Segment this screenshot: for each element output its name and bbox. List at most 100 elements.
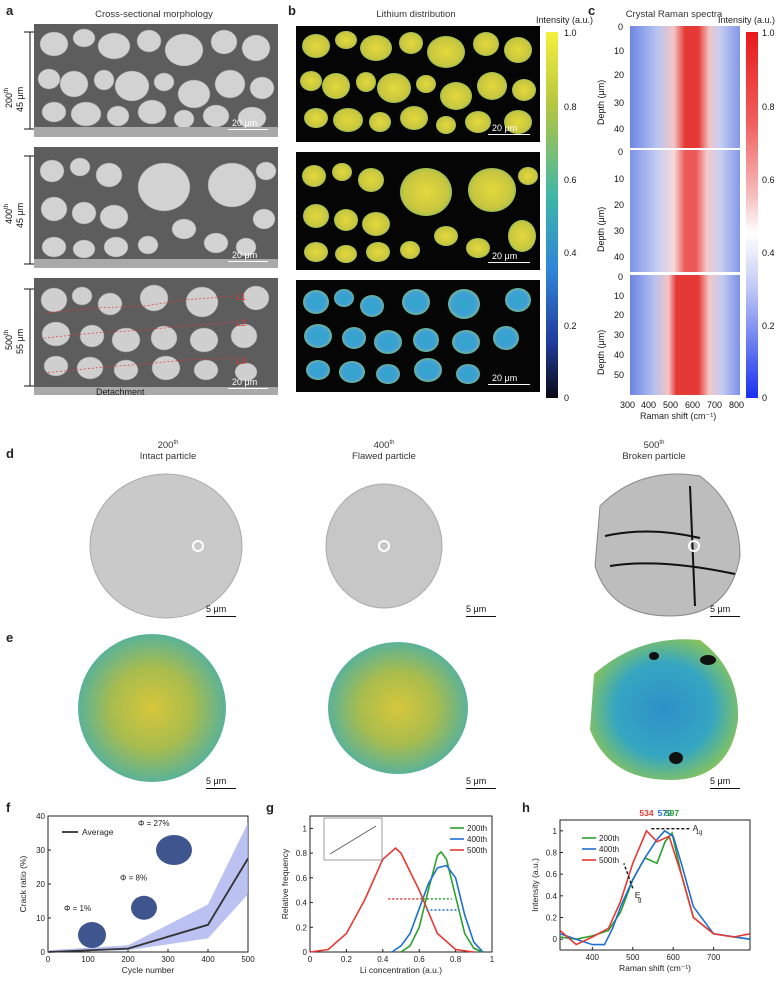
scale-bar (466, 788, 496, 789)
cycle-number: 400 (373, 440, 390, 452)
particle-title-400: 400th Flawed particle (324, 440, 444, 462)
raman-ytick: 10 (614, 174, 625, 184)
inset-line (329, 825, 377, 855)
y-tick-label: 0 (303, 948, 308, 957)
peak-label-579: 579 (658, 808, 672, 818)
panel-b-title: Lithium distribution (376, 9, 456, 20)
sem-particles-500 (34, 278, 278, 395)
colorbar-b-tick: 0.4 (564, 248, 577, 258)
x-tick-label: 0.6 (414, 955, 426, 964)
y-axis-label: Relative frequency (280, 848, 290, 919)
x-tick-label: 0 (308, 955, 313, 964)
raman-xtick: 400 (641, 400, 657, 410)
li-map-200: 20 μm (296, 26, 540, 142)
raman-ytick: 0 (618, 22, 624, 32)
scale-label: 5 μm (710, 604, 731, 614)
scale-bar (206, 788, 236, 789)
chart-crack-ratio: 0 100 200 300 400 500 0 10 20 30 40 Cycle number Cra… (18, 812, 255, 975)
x-tick-label: 0.8 (450, 955, 462, 964)
cycle-200: 200 (4, 92, 14, 108)
particle-title-200: 200th Intact particle (108, 440, 228, 462)
raman-ytick: 20 (614, 70, 625, 80)
raman-ytick: 10 (614, 291, 625, 301)
scale-label: 20 μm (492, 251, 518, 261)
x-axis-label: Cycle number (122, 965, 175, 975)
legend-label-400th: 400th (599, 845, 619, 854)
chart-raman-spectra: 400 500 600 700 0 0.2 0.4 0.6 0.8 1 Raman shift (c… (530, 808, 751, 973)
y-tick-label: 0.6 (546, 870, 558, 879)
colorbar-c-tick: 0.4 (762, 248, 775, 258)
raman-xtick: 600 (685, 400, 701, 410)
colorbar-c-tick: 0.6 (762, 175, 775, 185)
raman-xlabel: Raman shift (cm⁻¹) (640, 411, 717, 421)
legend-label-200th: 200th (599, 834, 619, 843)
raman-ytick: 30 (614, 98, 625, 108)
x-tick-label: 500 (241, 955, 255, 964)
legend-label-500th: 500th (599, 856, 619, 865)
scale-bar (488, 134, 530, 135)
y-tick-label: 0.2 (296, 923, 308, 932)
colorbar-c-title: Intensity (a.u.) (718, 15, 776, 25)
raman-ytick: 20 (614, 310, 625, 320)
annotation-a1g-sub: 1g (696, 830, 703, 836)
colorbar-b-tick: 0.6 (564, 175, 577, 185)
cycle-sup: th (173, 440, 179, 446)
li-map-500: 20 μm (296, 280, 540, 392)
panel-c-label: c (588, 3, 596, 18)
peak-label-597: 597 (665, 808, 679, 818)
series-400th (391, 864, 484, 953)
cycle-400: 400 (4, 208, 14, 224)
scale-bar (466, 616, 496, 617)
raman-map-200 (630, 26, 740, 148)
panel-d-particles (89, 473, 741, 619)
y-tick-label: 0.6 (296, 874, 308, 883)
particle-name: Broken particle (622, 451, 686, 463)
thumbnail-particle-500 (156, 835, 192, 865)
raman-ytick: 30 (614, 226, 625, 236)
chart-li-concentration: 0 0.2 0.4 0.6 0.8 1 0 0.2 0.4 0.6 0.8 1 Li concentra… (280, 815, 495, 975)
row-label-400: 400th (4, 204, 14, 224)
panel-e-label: e (6, 630, 14, 645)
x-tick-label: 600 (667, 953, 681, 962)
y-tick-label: 40 (36, 812, 45, 821)
annotation-a1g: A (693, 823, 699, 833)
thickness-500: 55 μm (15, 328, 25, 354)
inset-plot (323, 817, 383, 861)
cycle-sup: th (4, 329, 10, 335)
raman-ytick: 0 (618, 147, 624, 157)
thickness-400: 45 μm (15, 202, 25, 228)
scale-label: 20 μm (492, 373, 518, 383)
detachment-label: Detachment (96, 387, 145, 397)
scale-label: 5 μm (466, 776, 487, 786)
x-tick-label: 200 (121, 955, 135, 964)
scale-label: 5 μm (466, 604, 487, 614)
arrow-eg (623, 863, 634, 889)
annotation-phi-1: Φ = 1% (64, 904, 91, 913)
panel-a-label: a (6, 3, 14, 18)
series-500th (309, 847, 474, 953)
cycle-500: 500 (4, 334, 14, 350)
colorbar-c-tick: 0.8 (762, 102, 775, 112)
li-map-particles-500 (303, 288, 531, 384)
raman-map-400 (630, 150, 740, 272)
y-tick-label: 0.4 (546, 892, 558, 901)
x-axis-label: Raman shift (cm⁻¹) (619, 963, 691, 973)
raman-ylabel-top: Depth (μm) (596, 79, 606, 125)
series-500th (559, 829, 751, 946)
x-tick-label: 0.2 (341, 955, 353, 964)
raman-ytick: 40 (614, 252, 625, 262)
legend-label-200th: 200th (467, 824, 487, 833)
scale-label: 20 μm (232, 118, 258, 128)
scale-bar (488, 262, 530, 263)
panel-b-label: b (288, 3, 296, 18)
thickness-200: 45 μm (15, 86, 25, 112)
panel-g-label: g (266, 800, 274, 815)
band-area (48, 822, 248, 952)
panel-a-title: Cross-sectional morphology (95, 9, 213, 20)
panel-h-label: h (522, 800, 530, 815)
raman-ytick: 50 (614, 370, 625, 380)
raman-ytick: 10 (614, 46, 625, 56)
y-tick-label: 30 (36, 846, 45, 855)
cycle-sup: th (4, 87, 10, 93)
annotation-phi-8: Φ = 8% (120, 874, 147, 883)
